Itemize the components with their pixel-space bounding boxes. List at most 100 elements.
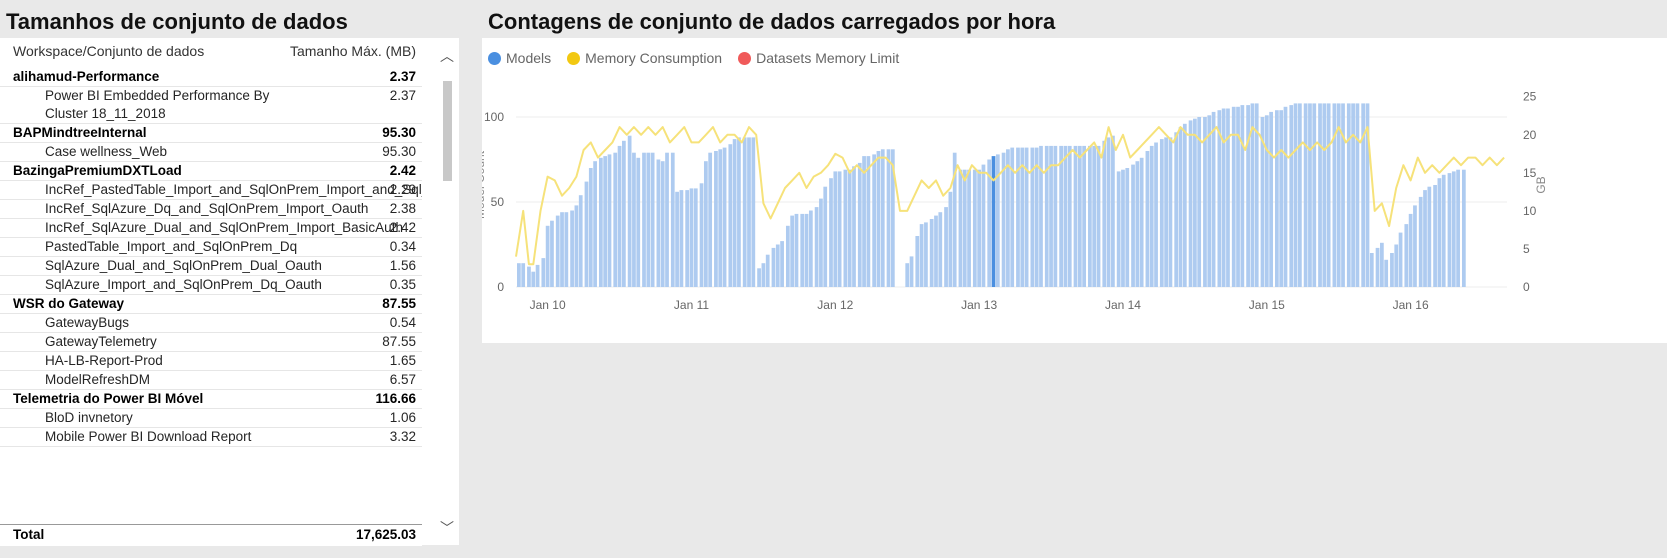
model-count-bar: [541, 258, 546, 287]
model-count-bar: [1077, 145, 1082, 287]
model-count-bar: [593, 161, 597, 287]
model-count-bar: [1269, 111, 1273, 288]
dataset-row[interactable]: IncRef_SqlAzure_Dq_and_SqlOnPrem_Import_…: [0, 200, 422, 219]
max-size-value: 1.06: [389, 410, 416, 425]
legend-marker-icon: [567, 51, 581, 65]
model-count-bar: [1034, 147, 1039, 287]
model-count-bar: [1231, 106, 1236, 287]
model-count-bar: [1390, 253, 1394, 287]
dataset-row[interactable]: GatewayBugs 0.54: [0, 314, 422, 333]
model-count-bar: [1283, 106, 1288, 287]
model-count-bar: [1131, 164, 1135, 287]
dataset-name: SqlAzure_Dual_and_SqlOnPrem_Dual_Oauth: [45, 258, 322, 273]
max-size-value: 0.54: [389, 315, 416, 330]
dataset-row[interactable]: ModelRefreshDM 6.57: [0, 371, 422, 390]
dataset-name: ModelRefreshDM: [45, 372, 151, 387]
dataset-name: HA-LB-Report-Prod: [45, 353, 163, 368]
max-size-value: 2.42: [389, 163, 416, 178]
model-count-bar: [603, 156, 608, 287]
dataset-row[interactable]: HA-LB-Report-Prod 1.65: [0, 352, 422, 371]
model-count-bar: [675, 191, 679, 287]
model-count-bar: [890, 149, 895, 287]
model-count-bar: [1082, 145, 1087, 287]
table-scrollbar[interactable]: ︿ ﹀: [440, 46, 454, 536]
model-count-bar: [1254, 103, 1259, 288]
workspace-row[interactable]: BAPMindtreeInternal 95.30: [0, 124, 422, 143]
y-right-tick-label: 10: [1523, 204, 1537, 218]
dataset-row[interactable]: SqlAzure_Import_and_SqlOnPrem_Dq_Oauth 0.…: [0, 276, 422, 295]
model-count-bar: [545, 225, 550, 287]
model-count-bar: [919, 224, 924, 287]
model-count-bar: [732, 139, 737, 287]
y-right-tick-label: 0: [1523, 280, 1530, 294]
model-count-bar: [814, 207, 819, 287]
model-count-bar: [584, 181, 589, 287]
model-count-bar: [1188, 120, 1193, 288]
legend-item[interactable]: Memory Consumption: [567, 50, 722, 66]
max-size-value: 6.57: [389, 372, 416, 387]
model-count-bar: [521, 263, 526, 287]
max-size-value: 2.37: [389, 69, 416, 84]
model-count-bar: [685, 190, 690, 287]
model-count-bar: [765, 254, 770, 287]
model-count-bar: [991, 156, 996, 287]
loaded-datasets-chart-title: Contagens de conjunto de dados carregado…: [488, 9, 1056, 34]
column-header-workspace[interactable]: Workspace/Conjunto de dados: [13, 43, 205, 59]
x-tick-label: Jan 16: [1393, 298, 1429, 312]
dataset-row[interactable]: PastedTable_Import_and_SqlOnPrem_Dq 0.34: [0, 238, 422, 257]
model-count-bar: [607, 154, 612, 287]
model-count-bar: [1193, 118, 1197, 287]
dataset-row[interactable]: IncRef_SqlAzure_Dual_and_SqlOnPrem_Impor…: [0, 219, 422, 238]
model-count-bar: [915, 236, 920, 287]
model-count-bar: [1398, 232, 1403, 287]
model-count-bar: [1326, 103, 1331, 288]
legend-item[interactable]: Datasets Memory Limit: [738, 50, 899, 66]
model-count-bar: [1264, 115, 1269, 287]
dataset-row[interactable]: BloD invnetory 1.06: [0, 409, 422, 428]
chart-canvas: 0 50 100 0 5 10 15 20 25 Model Count GB Jan 10 Jan 1…: [482, 90, 1548, 312]
model-count-bar: [1413, 205, 1417, 287]
model-count-bar: [1116, 171, 1121, 287]
legend-label: Memory Consumption: [585, 50, 723, 66]
column-header-max-size[interactable]: Tamanho Máx. (MB): [289, 43, 416, 59]
scroll-up-icon[interactable]: ︿: [440, 48, 454, 64]
dataset-name: Case wellness_Web: [45, 144, 168, 159]
workspace-row[interactable]: alihamud-Performance 2.37: [0, 68, 422, 87]
dataset-row[interactable]: SqlAzure_Dual_and_SqlOnPrem_Dual_Oauth 1.…: [0, 257, 422, 276]
legend-item[interactable]: Models: [488, 50, 551, 66]
dataset-name: PastedTable_Import_and_SqlOnPrem_Dq: [45, 239, 298, 254]
model-count-bar: [632, 152, 636, 287]
workspace-name: BAPMindtreeInternal: [13, 125, 147, 140]
model-count-bar: [852, 166, 856, 287]
dataset-row[interactable]: Mobile Power BI Download Report 3.32: [0, 428, 422, 447]
model-count-bar: [642, 152, 646, 287]
dataset-name: IncRef_SqlAzure_Dq_and_SqlOnPrem_Import_…: [45, 201, 369, 216]
dataset-name: Mobile Power BI Download Report: [45, 429, 252, 444]
model-count-bar: [660, 161, 665, 287]
workspace-row[interactable]: Telemetria do Power BI Móvel 116.66: [0, 390, 422, 409]
model-count-bar: [785, 225, 790, 287]
model-count-bar: [775, 244, 780, 287]
model-count-bar: [703, 161, 708, 287]
scrollbar-thumb[interactable]: [443, 81, 452, 181]
legend-marker-icon: [738, 51, 752, 65]
workspace-row[interactable]: BazingaPremiumDXTLoad 2.42: [0, 162, 422, 181]
y-right-tick-label: 20: [1523, 128, 1537, 142]
model-count-bar: [535, 264, 540, 287]
model-count-bar: [1461, 169, 1466, 287]
model-count-bar: [862, 156, 866, 287]
dataset-row[interactable]: IncRef_PastedTable_Import_and_SqlOnPrem_…: [0, 181, 422, 200]
model-count-bar: [804, 213, 809, 287]
dataset-row[interactable]: Case wellness_Web 95.30: [0, 143, 422, 162]
datasets-size-title: Tamanhos de conjunto de dados: [6, 9, 348, 34]
scroll-down-icon[interactable]: ﹀: [440, 520, 454, 536]
dataset-row[interactable]: Power BI Embedded Performance By Cluster…: [0, 87, 422, 124]
model-count-bar: [1164, 137, 1168, 287]
dataset-row[interactable]: GatewayTelemetry 87.55: [0, 333, 422, 352]
x-tick-label: Jan 13: [961, 298, 997, 312]
workspace-row[interactable]: WSR do Gateway 87.55: [0, 295, 422, 314]
x-tick-label: Jan 11: [674, 298, 709, 312]
x-tick-label: Jan 14: [1105, 298, 1141, 312]
model-count-bar: [714, 151, 718, 287]
model-count-bar: [550, 220, 554, 287]
